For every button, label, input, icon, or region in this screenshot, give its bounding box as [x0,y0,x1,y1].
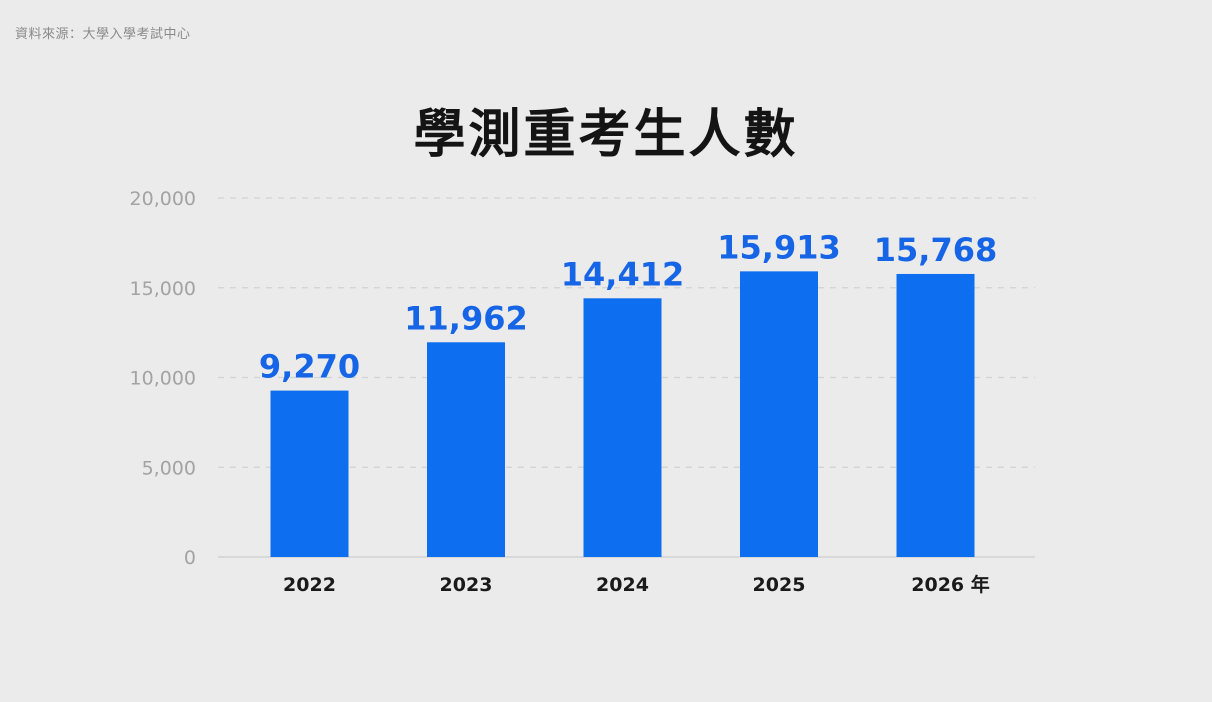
y-tick-label: 0 [184,547,196,569]
y-tick-label: 10,000 [130,368,196,390]
bar [427,342,505,557]
bar-value-label: 9,270 [259,348,360,386]
bar [896,273,975,557]
bar-value-label: 11,962 [404,299,527,337]
x-category-label: 2022 [283,574,336,596]
x-category-label: 2024 [596,574,649,596]
bar [740,271,818,557]
x-category-label: 2026 年 [911,573,990,596]
y-tick-label: 5,000 [142,457,196,479]
bar-value-label: 15,913 [717,228,840,266]
bar-value-label: 15,768 [874,231,997,269]
y-tick-label: 15,000 [130,278,196,300]
bar [270,390,349,557]
bar-value-label: 14,412 [561,255,684,293]
bar [583,298,662,557]
x-category-label: 2025 [753,574,806,596]
y-tick-label: 20,000 [130,188,196,210]
chart-title: 學測重考生人數 [413,105,799,165]
x-category-label: 2023 [440,574,493,596]
source-note: 資料來源：大學入學考試中心 [15,27,191,42]
